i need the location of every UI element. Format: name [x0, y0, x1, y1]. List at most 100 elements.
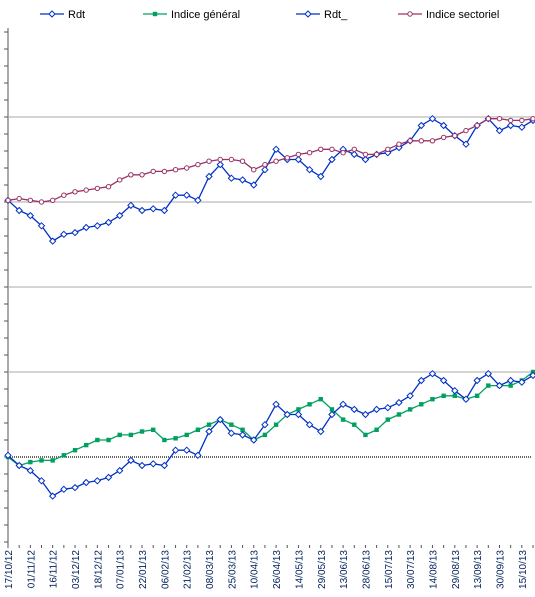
data-point: [216, 415, 224, 424]
data-point: [161, 168, 168, 175]
data-point: [60, 230, 68, 239]
data-point: [351, 146, 357, 153]
x-tick-label: 16/11/12: [49, 550, 60, 589]
data-point: [216, 160, 224, 169]
data-point: [262, 432, 268, 438]
x-tick-label: 15/10/13: [518, 550, 529, 589]
x-tick-label: 03/12/12: [71, 550, 82, 589]
data-point: [396, 141, 402, 147]
legend-label: Rdt: [68, 9, 85, 21]
x-tick-label: 28/06/13: [361, 550, 372, 589]
data-point: [340, 417, 346, 422]
data-point: [115, 466, 124, 475]
data-point: [272, 400, 280, 409]
data-point: [295, 151, 302, 158]
data-point: [329, 146, 335, 153]
data-point: [149, 205, 157, 213]
data-point: [60, 485, 68, 494]
data-point: [184, 432, 189, 438]
data-point: [105, 184, 112, 190]
data-point: [93, 222, 102, 230]
x-tick-label: 17/10/12: [4, 550, 15, 589]
x-tick-label: 13/09/13: [473, 550, 484, 589]
data-point: [328, 410, 336, 419]
data-point: [440, 134, 447, 141]
data-point: [151, 427, 156, 432]
data-point: [228, 156, 235, 163]
data-point: [184, 165, 190, 171]
data-point: [283, 410, 291, 419]
data-point: [317, 172, 325, 181]
data-point: [385, 417, 390, 422]
data-point: [238, 176, 247, 184]
legend-item: Rdt_: [296, 9, 348, 21]
data-point: [128, 432, 134, 438]
data-point: [50, 458, 55, 463]
data-point: [530, 116, 535, 122]
data-point: [38, 199, 45, 205]
data-point: [106, 437, 111, 443]
data-point: [372, 405, 381, 414]
data-point: [26, 211, 35, 220]
data-point: [172, 167, 179, 173]
data-point: [139, 429, 145, 434]
data-point: [128, 172, 134, 178]
data-point: [518, 123, 526, 131]
data-point: [452, 393, 457, 398]
data-point: [206, 158, 212, 164]
data-point: [350, 405, 358, 414]
data-point: [430, 397, 435, 402]
data-point: [328, 155, 336, 164]
data-point: [496, 116, 503, 122]
data-point: [395, 398, 403, 407]
data-point: [441, 393, 446, 398]
data-point: [407, 11, 413, 17]
data-point: [262, 161, 268, 168]
x-tick-label: 29/05/13: [317, 550, 328, 589]
data-point: [296, 407, 301, 412]
data-point: [95, 437, 100, 443]
data-point: [305, 420, 314, 429]
data-point: [418, 138, 424, 144]
data-point: [473, 376, 481, 385]
data-point: [94, 185, 101, 192]
data-point: [385, 146, 391, 153]
data-point: [152, 11, 158, 17]
data-point: [26, 466, 35, 475]
x-tick-label: 14/08/13: [428, 550, 439, 589]
data-point: [250, 181, 258, 189]
data-point: [115, 211, 124, 220]
data-point: [428, 114, 437, 123]
data-point: [361, 410, 370, 419]
data-point: [284, 155, 290, 161]
data-point: [305, 165, 314, 174]
data-point: [15, 206, 23, 215]
data-point: [194, 451, 202, 460]
data-point: [250, 436, 258, 444]
data-point: [294, 410, 303, 419]
data-point: [474, 122, 480, 129]
data-point: [272, 145, 280, 154]
data-point: [251, 167, 257, 173]
data-point: [138, 461, 146, 470]
data-point: [138, 206, 146, 215]
data-point: [48, 10, 56, 18]
data-point: [15, 461, 23, 470]
data-point: [462, 395, 470, 403]
data-point: [486, 383, 491, 388]
x-tick-label: 30/09/13: [495, 550, 506, 589]
data-point: [384, 403, 392, 412]
series: [5, 116, 535, 205]
x-tick-label: 14/05/13: [294, 550, 305, 589]
data-point: [205, 427, 213, 436]
data-point: [429, 138, 436, 144]
legend-label: Indice sectoriel: [426, 9, 499, 21]
x-tick-label: 21/02/13: [183, 550, 194, 589]
data-point: [362, 151, 369, 158]
data-point: [507, 117, 514, 124]
data-point: [238, 431, 247, 439]
data-point: [117, 432, 122, 438]
x-tick-label: 15/07/13: [384, 550, 395, 589]
data-point: [261, 420, 269, 429]
